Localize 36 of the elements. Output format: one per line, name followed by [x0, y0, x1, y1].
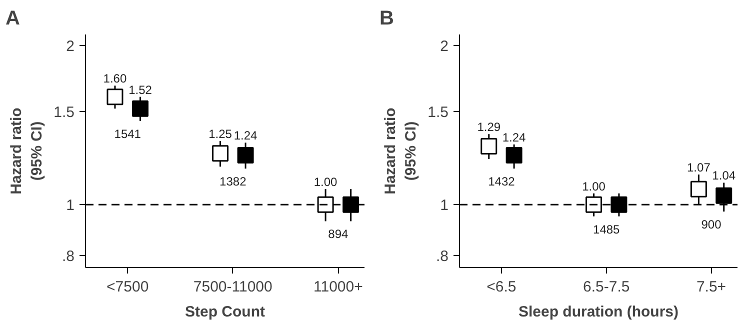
y-tick-label: 2 [440, 38, 448, 56]
data-label: 1.00 [582, 179, 606, 194]
x-axis-title: Sleep duration (hours) [518, 304, 679, 320]
y-tick-label: .8 [436, 248, 449, 266]
y-tick-label: 1 [440, 197, 448, 214]
x-axis-title: Step Count [185, 304, 266, 320]
data-label: 1.24 [234, 128, 258, 143]
annotation: 894 [328, 227, 349, 242]
x-tick-label: 6.5-7.5 [583, 278, 630, 296]
chart-title: B [380, 8, 394, 30]
x-tick-label: 7500-11000 [193, 278, 272, 296]
data-label: 1.29 [477, 120, 501, 134]
y-tick-label: 2 [66, 38, 74, 56]
data-label: 1.00 [314, 175, 338, 190]
annotation: 900 [701, 218, 722, 232]
data-label: 1.04 [712, 168, 736, 183]
y-axis-title: Hazard ratio (95% CI) [382, 108, 420, 194]
data-label: 1.52 [128, 82, 152, 97]
chart-title: A [6, 8, 20, 30]
y-tick-label: 1.5 [428, 104, 449, 122]
x-tick-label: 7.5+ [696, 278, 726, 296]
y-axis-title: Hazard ratio (95% CI) [8, 108, 46, 194]
x-tick-label: <6.5 [486, 278, 516, 296]
annotation: 1432 [488, 174, 516, 189]
annotation: 1382 [220, 174, 247, 189]
data-label: 1.60 [103, 72, 127, 86]
x-tick-label: 11000+ [314, 278, 364, 296]
data-label: 1.25 [208, 126, 232, 141]
data-label: 1.24 [502, 130, 526, 144]
annotation: 1541 [114, 126, 142, 141]
annotation: 1485 [593, 222, 620, 236]
data-label: 1.07 [687, 160, 711, 175]
y-tick-label: 1 [66, 197, 74, 214]
y-tick-label: 1.5 [54, 104, 75, 122]
x-tick-label: <7500 [106, 278, 149, 296]
y-tick-label: .8 [62, 248, 75, 266]
